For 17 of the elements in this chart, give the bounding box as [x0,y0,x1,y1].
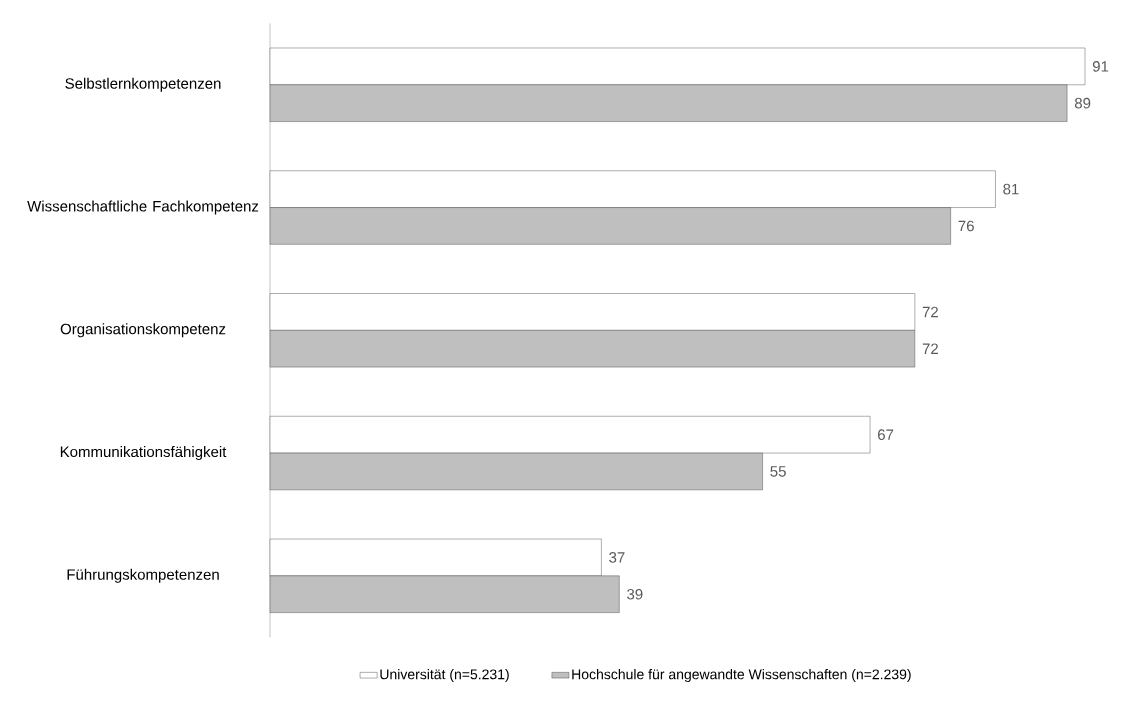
data-label: 89 [1074,97,1091,109]
data-label: 76 [958,220,974,232]
data-label: 55 [770,466,786,477]
legend-label: Universität (n=5.231) [380,669,509,683]
y-tick-label: Wissenschaftliche Fachkompetenz [27,200,259,215]
y-tick-label: Kommunikationsfähigkeit [60,446,227,461]
y-tick-label: Führungskompetenzen [67,568,219,583]
data-label: 39 [627,588,643,600]
data-label: 67 [878,429,894,440]
data-label: 72 [922,343,938,354]
data-label: 37 [609,552,625,563]
y-tick-label: Selbstlernkompetenzen [65,77,221,92]
data-label: 81 [1003,183,1019,195]
legend-label: Hochschule für angewandte Wissenschaften (n=2.239) [572,669,911,683]
data-label: 72 [922,306,938,318]
data-label: 91 [1092,61,1109,72]
y-tick-label: Organisationskompetenz [60,323,226,338]
